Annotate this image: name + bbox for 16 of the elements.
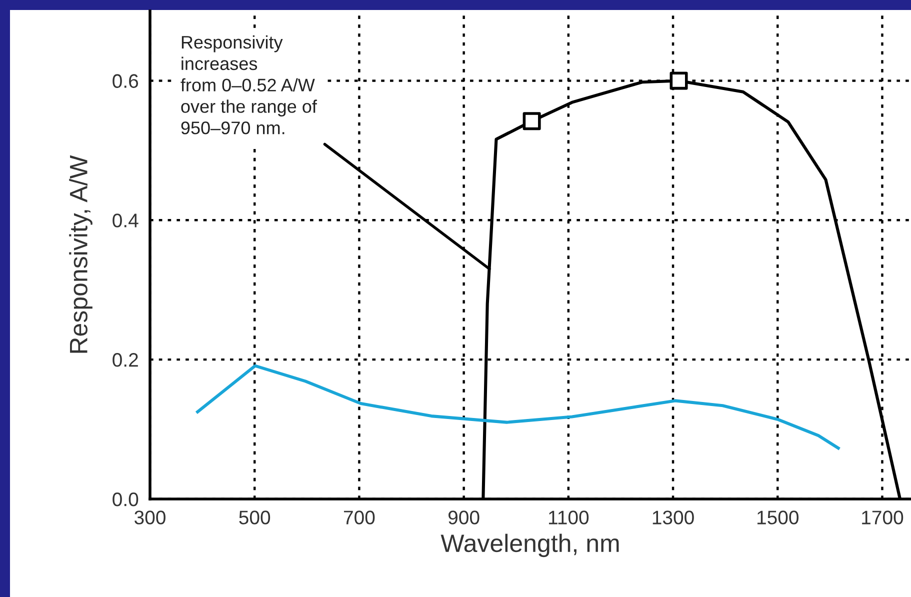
- x-tick-label: 500: [239, 510, 270, 524]
- x-tick-label: 900: [448, 510, 480, 524]
- annotation: Responsivity increases from 0–0.52 A/W over the range of 950–970 nm.: [180, 35, 317, 134]
- x-tick-label: 300: [134, 510, 166, 524]
- line-series: [196, 364, 840, 450]
- x-tick-label: 700: [344, 510, 375, 524]
- y-tick-label: 0.4: [112, 214, 138, 228]
- x-tick-label: 1500: [757, 510, 798, 524]
- y-tick-label: 0.2: [112, 353, 138, 367]
- x-tick-label: 1700: [862, 510, 904, 524]
- x-axis-title: Wavelength, nm: [440, 534, 619, 558]
- x-tick-label: 1100: [548, 510, 589, 524]
- y-tick-label: 0.0: [112, 492, 138, 506]
- y-tick-label: 0.6: [112, 74, 138, 88]
- x-tick-label: 1300: [652, 510, 694, 524]
- y-axis-title: Responsivity, A/W: [69, 155, 92, 353]
